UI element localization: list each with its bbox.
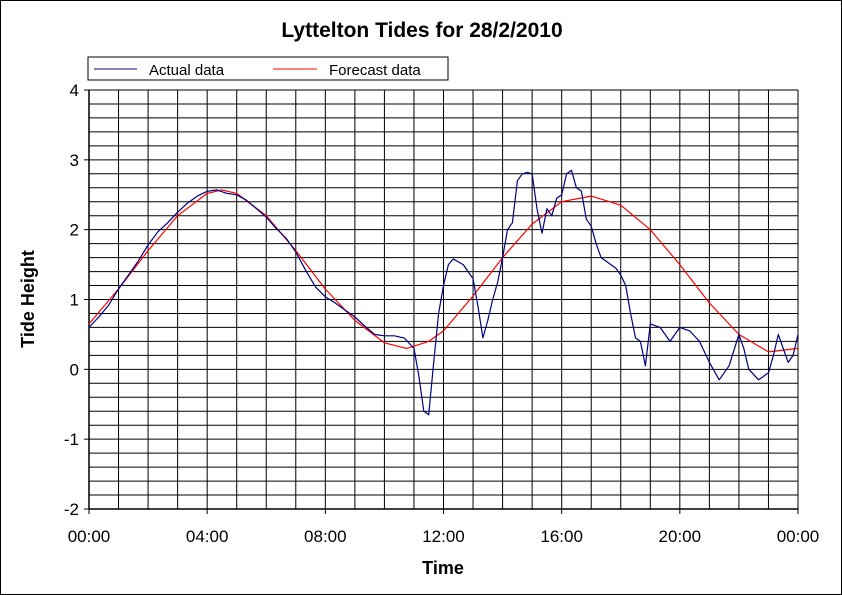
x-tick-label: 20:00 [659,527,702,546]
x-tick-label: 16:00 [540,527,583,546]
series-line-actual [88,169,799,416]
y-tick-label: -1 [64,430,79,449]
y-tick-label: 2 [70,221,79,240]
axes: 4 3 2 1 0 -1 -2 00:00 04:00 08:00 12:00 16:00 20:00 0… [64,81,819,546]
gridlines [88,89,799,510]
chart-title: Lyttelton Tides for 28/2/2010 [281,19,562,42]
y-tick-label: 0 [70,360,79,379]
series-lines [88,169,799,416]
y-tick-label: 4 [70,81,79,100]
x-tick-label: 00:00 [68,527,111,546]
legend: Actual data Forecast data [87,56,449,81]
x-tick-label: 12:00 [422,527,465,546]
legend-label-forecast: Forecast data [329,62,421,79]
series-line-forecast [88,189,799,353]
x-tick-label: 00:00 [777,527,820,546]
y-tick-label: 3 [70,151,79,170]
y-axis-title: Tide Height [18,250,38,348]
y-tick-label: 1 [70,291,79,310]
y-tick-label: -2 [64,500,79,519]
legend-box [87,56,449,81]
x-tick-label: 08:00 [304,527,347,546]
x-tick-label: 04:00 [186,527,229,546]
legend-label-actual: Actual data [149,62,225,79]
x-axis-title: Time [422,558,464,578]
